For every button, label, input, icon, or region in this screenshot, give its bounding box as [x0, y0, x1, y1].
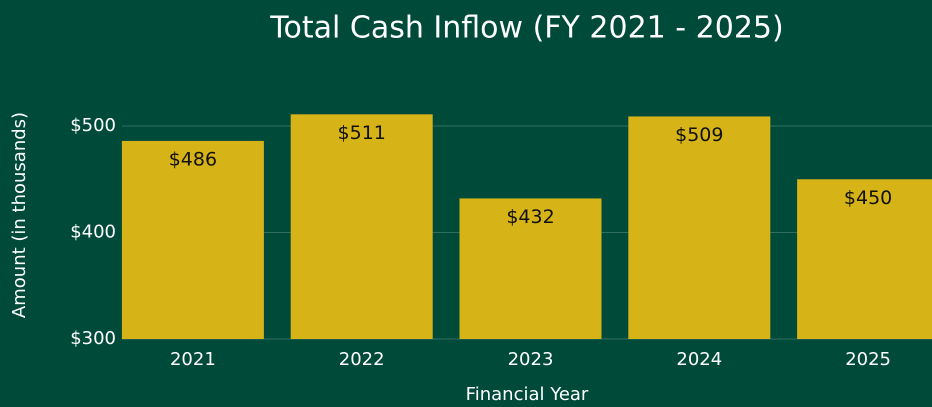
y-tick-label: $300 [70, 328, 116, 349]
y-tick-label: $400 [70, 222, 116, 243]
x-tick-label: 2025 [845, 349, 891, 370]
bar [797, 179, 932, 339]
x-axis-label: Financial Year [466, 384, 589, 405]
value-label: $432 [506, 206, 554, 228]
x-tick-label: 2024 [676, 349, 722, 370]
value-label: $511 [338, 122, 386, 144]
chart-title: Total Cash Inflow (FY 2021 - 2025) [269, 11, 783, 46]
value-label: $450 [844, 187, 892, 209]
value-label: $486 [169, 148, 217, 170]
x-tick-label: 2021 [170, 349, 216, 370]
bar [459, 198, 602, 339]
y-tick-label: $500 [70, 115, 116, 136]
y-axis-label: Amount (in thousands) [9, 112, 30, 318]
bar [290, 114, 433, 340]
x-tick-label: 2022 [339, 349, 385, 370]
value-label: $509 [675, 124, 723, 146]
bar [121, 140, 264, 339]
x-tick-label: 2023 [508, 349, 554, 370]
bar [628, 116, 771, 340]
